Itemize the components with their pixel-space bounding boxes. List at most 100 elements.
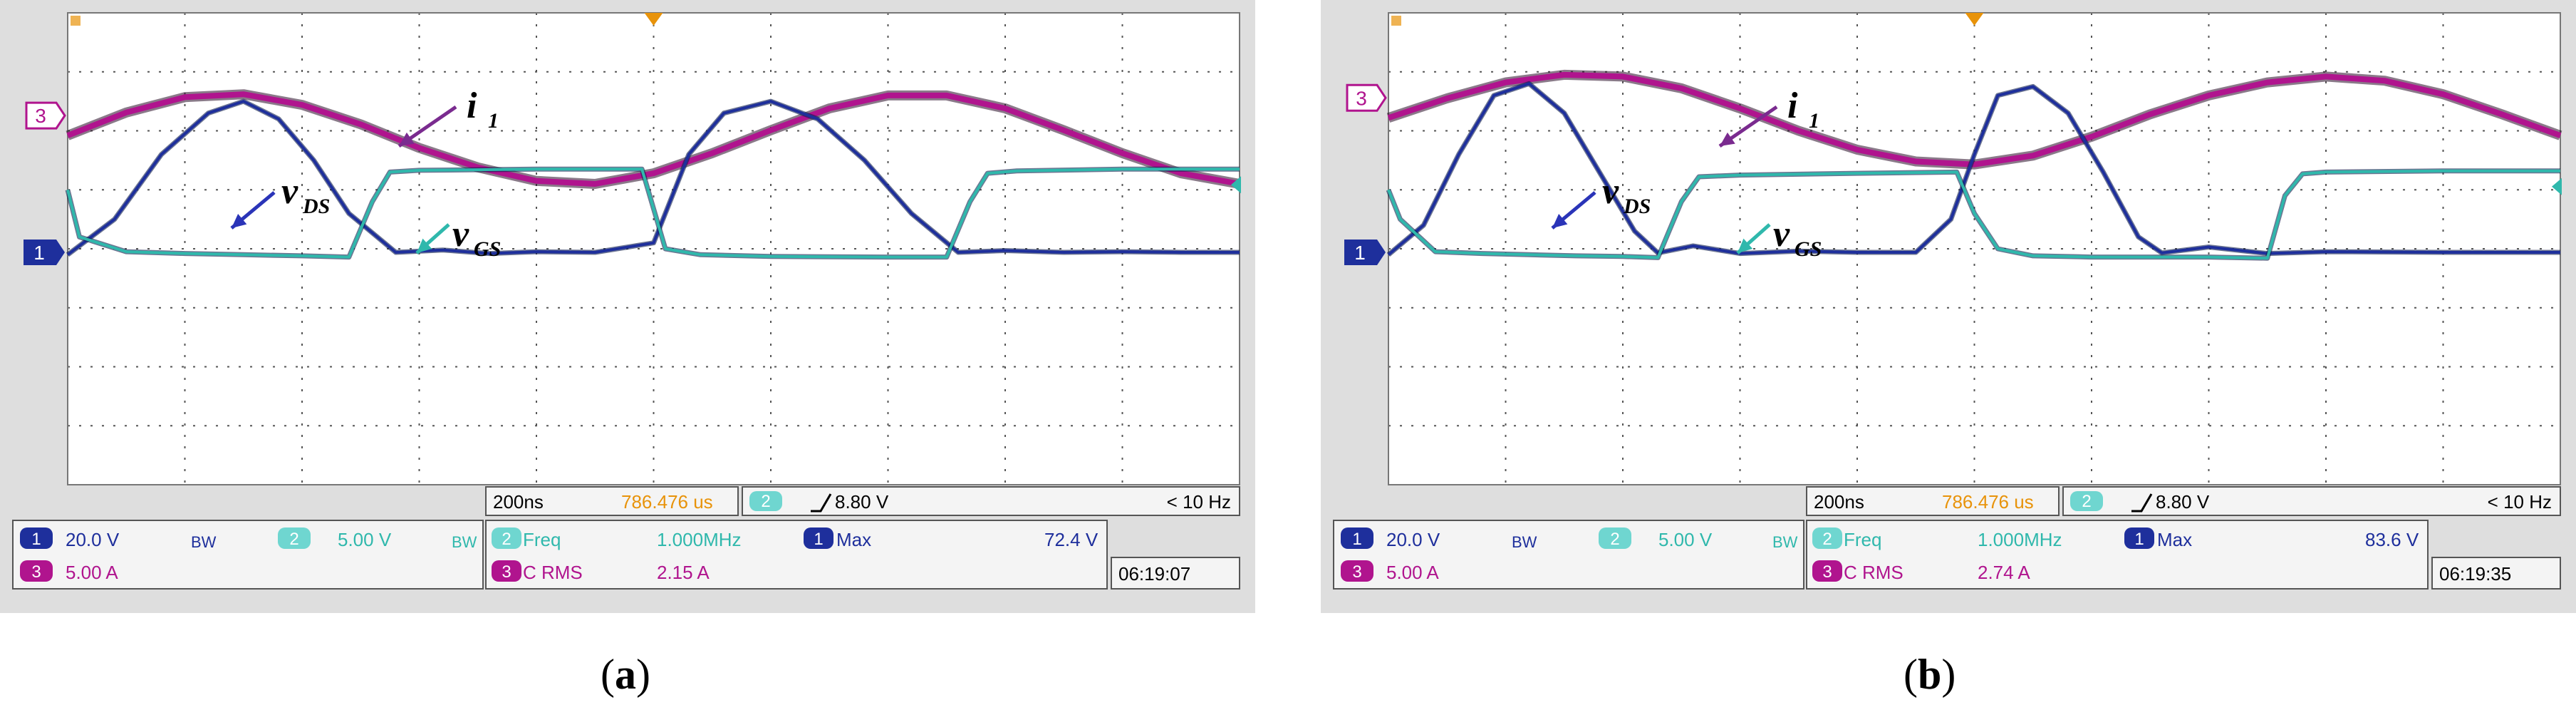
clock-box [2431, 557, 2561, 590]
meas1-value: 1.000MHz [1978, 529, 2062, 550]
ch1-bandwidth-limit: BW [1512, 533, 1537, 551]
meas2-label: Max [2157, 529, 2192, 550]
meas2-value: 83.6 V [2365, 529, 2419, 550]
timebase-bar: 200ns 786.476 us [1806, 486, 2060, 516]
caption-letter: a [614, 651, 636, 698]
caption-a: (a) [601, 651, 650, 698]
label-vds: v DS [230, 171, 330, 230]
time-per-division: 200ns [493, 491, 544, 513]
ch3-scale: 5.00 A [1386, 562, 1439, 583]
meas3-label: C RMS [523, 562, 583, 583]
meas1-channel-badge: 2 [1812, 528, 1842, 549]
meas2-channel-badge-number: 1 [814, 530, 823, 549]
ch2-bandwidth-limit: BW [1772, 533, 1798, 551]
trigger-bar [742, 486, 1240, 516]
meas3-channel-badge-number: 3 [1822, 562, 1832, 582]
meas1-channel-badge: 2 [492, 528, 521, 549]
label-vds-subscript: DS [302, 195, 330, 218]
ch3-marker-number: 3 [35, 105, 46, 127]
clock: 06:19:07 [1118, 563, 1190, 585]
trigger-source-badge: 2 [749, 491, 782, 511]
meas1-channel-badge-number: 2 [1822, 530, 1832, 549]
trigger-point-marker [71, 16, 80, 26]
scope-panel-a: 3 1 i 1 v DS v GS 200ns 786.476 us 2 8.80 V < 10 Hz 1… [0, 0, 1255, 613]
ch1-scale: 20.0 V [66, 529, 120, 550]
clock: 06:19:35 [2439, 563, 2511, 585]
ch1-marker-number: 1 [33, 242, 45, 264]
ch3-marker-number: 3 [1356, 87, 1367, 109]
meas3-channel-badge-number: 3 [502, 562, 511, 582]
caption-b: (b) [1904, 651, 1956, 698]
trace-i1 [1387, 71, 2562, 168]
meas3-value: 2.15 A [657, 562, 710, 583]
ch1-bandwidth-limit: BW [191, 533, 217, 551]
label-i1-symbol: i [467, 86, 477, 126]
horizontal-position: 786.476 us [621, 491, 713, 513]
ch2-offscreen-marker [2552, 177, 2562, 195]
trace-i1 [66, 91, 1240, 187]
label-vds-symbol: v [281, 171, 298, 212]
trigger-frequency: < 10 Hz [1167, 491, 1231, 513]
rising-edge-icon [811, 493, 832, 513]
horizontal-position: 786.476 us [1942, 491, 2034, 513]
trigger-position-marker [1965, 13, 1984, 26]
trace-vDS [1387, 82, 2560, 256]
label-vgs-symbol: v [452, 214, 469, 254]
trigger-source-badge-number: 2 [761, 492, 770, 511]
ch1-level-marker: 1 [1344, 239, 1386, 265]
measurements-panel: 2 Freq 1.000MHz 1 Max 83.6 V 3 C RMS 2.74 A [1806, 520, 2429, 590]
time-per-division: 200ns [1814, 491, 1864, 513]
ch1-scale: 20.0 V [1386, 529, 1440, 550]
label-vgs: v GS [1736, 214, 1822, 261]
trace-vDS [66, 100, 1240, 256]
label-i1-symbol: i [1787, 86, 1798, 126]
label-vds: v DS [1551, 171, 1651, 230]
trigger-bar [2062, 486, 2561, 516]
scope-panel-b: 3 1 i 1 v DS v GS 200ns 786.476 us 2 8.80 V < 10 Hz 1… [1321, 0, 2576, 613]
trigger-level: 8.80 V [2156, 491, 2210, 513]
meas3-value: 2.74 A [1978, 562, 2030, 583]
meas2-label: Max [836, 529, 871, 550]
ch2-badge: 2 [1599, 528, 1631, 549]
caption-letter: b [1917, 651, 1942, 698]
trigger-source-badge-number: 2 [2082, 492, 2091, 511]
meas1-channel-badge-number: 2 [502, 530, 511, 549]
meas2-channel-badge-number: 1 [2134, 530, 2144, 549]
ch3-badge: 3 [1341, 560, 1373, 582]
clock-box [1111, 557, 1240, 590]
trace-vGS [66, 168, 1240, 259]
label-vds-symbol: v [1602, 171, 1619, 212]
measurements-panel: 2 Freq 1.000MHz 1 Max 72.4 V 3 C RMS 2.15 A [485, 520, 1108, 590]
ch2-badge: 2 [278, 528, 311, 549]
trace-annotations: i 1v DSv GS [230, 86, 501, 261]
timebase-bar: 200ns 786.476 us [485, 486, 739, 516]
ch2-badge-number: 2 [1610, 530, 1619, 549]
ch3-level-marker: 3 [1346, 83, 1387, 112]
ch3-badge-number: 3 [31, 562, 41, 582]
channel-scales: 1 20.0 V BW 2 5.00 V BW 3 5.00 A [1333, 520, 1804, 590]
ch3-scale: 5.00 A [66, 562, 118, 583]
trigger-frequency: < 10 Hz [2488, 491, 2552, 513]
meas2-channel-badge: 1 [804, 528, 833, 549]
channel-scales: 1 20.0 V BW 2 5.00 V BW 3 5.00 A [12, 520, 484, 590]
ch3-badge: 3 [20, 560, 53, 582]
ch1-level-marker: 1 [24, 239, 65, 265]
label-vgs: v GS [415, 214, 501, 261]
trace-annotations: i 1v DSv GS [1551, 86, 1822, 261]
ch2-scale: 5.00 V [338, 529, 392, 550]
trigger-level: 8.80 V [835, 491, 889, 513]
meas1-value: 1.000MHz [657, 529, 742, 550]
meas1-label: Freq [523, 529, 561, 550]
label-vds-subscript: DS [1623, 195, 1651, 218]
label-i1-subscript: 1 [488, 109, 499, 133]
ch1-badge: 1 [20, 528, 53, 549]
ch1-badge-number: 1 [1352, 530, 1361, 549]
meas1-label: Freq [1844, 529, 1881, 550]
trigger-position-marker [644, 13, 663, 26]
label-vgs-subscript: GS [1795, 237, 1822, 261]
ch2-scale: 5.00 V [1658, 529, 1713, 550]
meas3-channel-badge: 3 [492, 560, 521, 582]
